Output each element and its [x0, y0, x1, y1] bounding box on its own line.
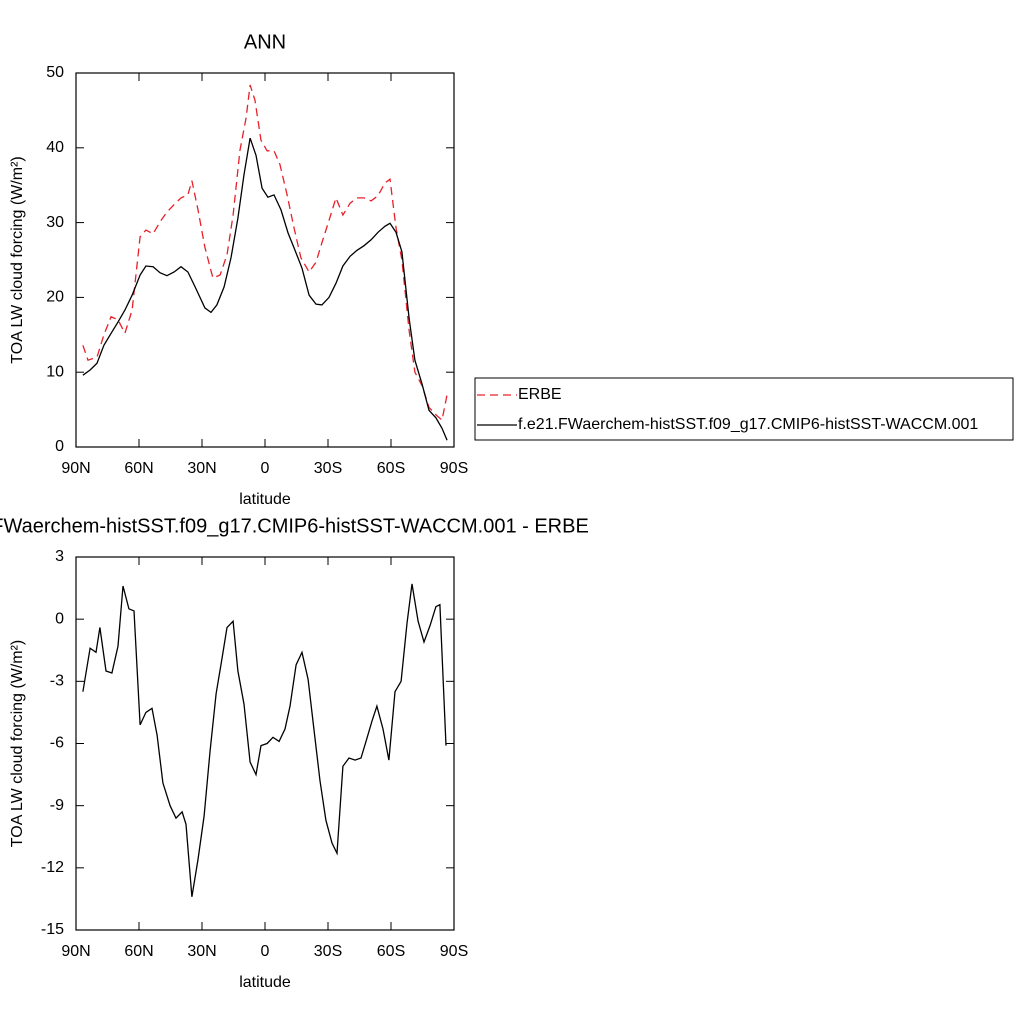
legend-box — [474, 377, 1014, 441]
x-tick-label: 30S — [314, 943, 342, 960]
x-tick-label: 90N — [61, 943, 90, 960]
x-tick-label: 90N — [61, 460, 90, 477]
x-axis-label: latitude — [239, 491, 291, 508]
legend-label: f.e21.FWaerchem-histSST.f09_g17.CMIP6-hi… — [518, 416, 978, 433]
x-tick-label: 90S — [440, 460, 468, 477]
data-line — [82, 583, 447, 897]
x-tick-label: 90S — [440, 943, 468, 960]
y-tick-label: 30 — [46, 214, 64, 231]
x-tick-label: 60S — [377, 460, 405, 477]
data-line — [82, 137, 448, 441]
x-tick-label: 30S — [314, 460, 342, 477]
data-line — [82, 84, 448, 422]
chart-title: ANN — [244, 31, 286, 53]
x-tick-label: 60N — [124, 943, 153, 960]
y-tick-label: 10 — [46, 363, 64, 380]
x-tick-label: 30N — [187, 460, 216, 477]
y-tick-label: 3 — [55, 548, 64, 565]
y-tick-label: 50 — [46, 64, 64, 81]
x-axis-label: latitude — [239, 974, 291, 991]
y-tick-label: -9 — [50, 797, 64, 814]
chart-title: f.e21.FWaerchem-histSST.f09_g17.CMIP6-hi… — [0, 515, 589, 537]
y-tick-label: -12 — [41, 859, 64, 876]
y-tick-label: 0 — [55, 610, 64, 627]
y-tick-label: 20 — [46, 289, 64, 306]
x-tick-label: 60N — [124, 460, 153, 477]
x-tick-label: 0 — [261, 460, 270, 477]
x-tick-label: 30N — [187, 943, 216, 960]
y-tick-label: -6 — [50, 735, 64, 752]
x-tick-label: 60S — [377, 943, 405, 960]
plot-frame — [75, 72, 455, 448]
y-axis-label: TOA LW cloud forcing (W/m²) — [9, 640, 26, 847]
y-tick-label: -15 — [41, 921, 64, 938]
legend-label: ERBE — [518, 386, 562, 403]
y-tick-label: -3 — [50, 673, 64, 690]
y-tick-label: 40 — [46, 139, 64, 156]
x-tick-label: 0 — [261, 943, 270, 960]
y-tick-label: 0 — [55, 438, 64, 455]
plot-frame — [75, 556, 455, 931]
y-axis-label: TOA LW cloud forcing (W/m²) — [9, 156, 26, 363]
